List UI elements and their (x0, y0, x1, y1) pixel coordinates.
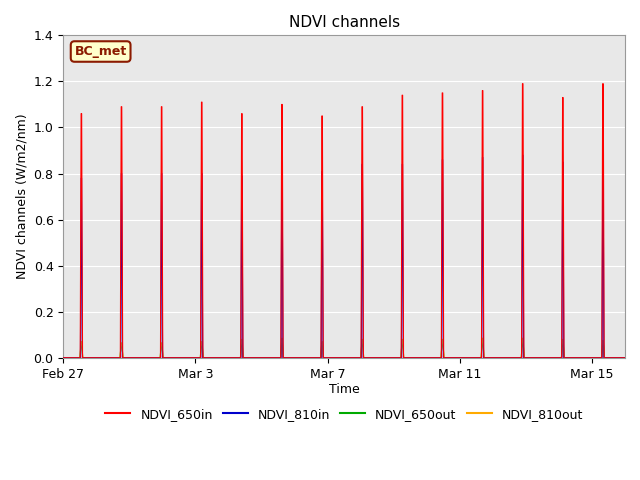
X-axis label: Time: Time (329, 384, 360, 396)
Y-axis label: NDVI channels (W/m2/nm): NDVI channels (W/m2/nm) (15, 114, 28, 279)
Text: BC_met: BC_met (74, 45, 127, 58)
Title: NDVI channels: NDVI channels (289, 15, 400, 30)
Legend: NDVI_650in, NDVI_810in, NDVI_650out, NDVI_810out: NDVI_650in, NDVI_810in, NDVI_650out, NDV… (100, 403, 588, 426)
